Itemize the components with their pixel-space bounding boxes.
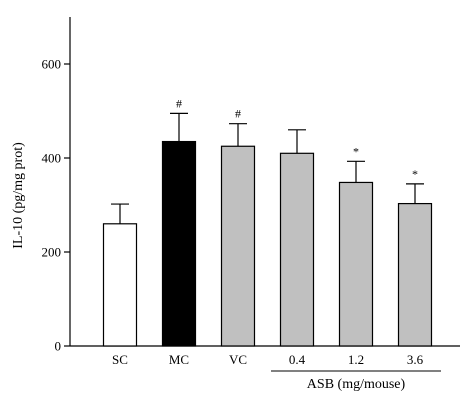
y-axis-title: IL-10 (pg/mg prot) [11,142,26,249]
y-tick-label: 0 [55,339,62,354]
bar-0.4 [279,152,315,347]
significance-mark: * [412,167,418,181]
y-tick-label: 600 [42,57,62,72]
error-bars [111,112,424,224]
bar-VC [220,145,256,347]
bar-1.2 [338,181,374,347]
y-ticks: 0 200 400 600 [42,57,70,354]
bar-3.6 [397,202,433,347]
x-tick-label: 3.6 [407,352,424,367]
x-tick-label: MC [169,352,189,367]
asb-group: ASB (mg/mouse) [271,370,441,392]
x-tick-label: 1.2 [348,352,364,367]
bars [102,140,433,347]
x-tick-labels: SC MC VC 0.4 1.2 3.6 [112,352,424,367]
significance-mark: # [235,107,241,121]
significance-marks: # # * * [176,96,418,181]
x-tick-label: VC [229,352,247,367]
bar-SC [102,223,138,347]
x-tick-label: SC [112,352,128,367]
significance-mark: * [353,144,359,158]
asb-group-label: ASB (mg/mouse) [307,377,406,392]
y-tick-label: 200 [42,245,62,260]
x-tick-label: 0.4 [289,352,306,367]
y-tick-label: 400 [42,151,62,166]
significance-mark: # [176,96,182,110]
bar-MC [161,140,197,347]
